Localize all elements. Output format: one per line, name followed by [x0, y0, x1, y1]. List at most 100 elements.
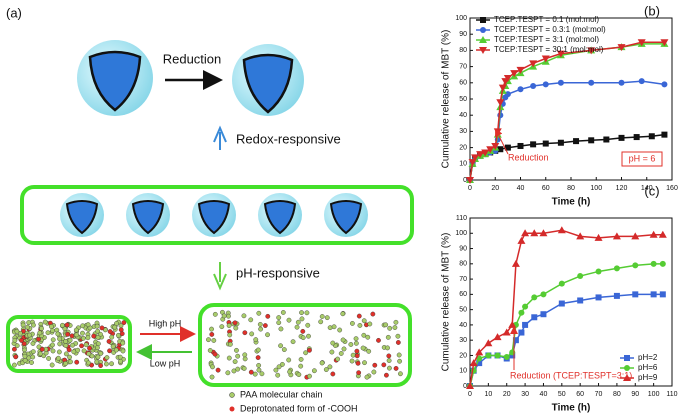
x-axis-label: Time (h) [552, 197, 591, 208]
point [588, 79, 595, 86]
chain-bead [340, 311, 346, 317]
chains [11, 309, 403, 380]
point [573, 138, 580, 145]
point [469, 359, 478, 367]
point [497, 146, 504, 153]
chain-bead [299, 316, 305, 322]
plot-frame [469, 217, 673, 387]
chain-bead [356, 370, 362, 376]
chain-bead [298, 363, 304, 369]
annotation: pH = 6 [629, 153, 656, 163]
chain-bead [303, 350, 309, 356]
point [509, 352, 516, 359]
chain-bead [42, 319, 48, 325]
chain-bead [337, 327, 343, 333]
point [521, 229, 530, 237]
chain-bead [300, 335, 306, 341]
tube [198, 303, 412, 387]
point [486, 146, 495, 154]
chain-bead [231, 368, 237, 374]
chain-bead [350, 352, 356, 358]
point [466, 382, 474, 389]
chain-bead [30, 349, 36, 355]
point [491, 142, 500, 150]
chain-bead [248, 369, 254, 375]
chain-bead [95, 341, 101, 347]
core [263, 200, 297, 235]
chain-bead [357, 323, 363, 328]
y-tick-label: 70 [459, 276, 467, 283]
chain-bead [252, 371, 258, 377]
chain-bead [212, 311, 218, 317]
y-tick-label: 90 [459, 31, 467, 38]
point [517, 236, 526, 244]
chain-bead [299, 310, 304, 316]
x-tick-label: 20 [503, 391, 511, 398]
chain-bead [304, 310, 310, 316]
point [476, 151, 485, 159]
x-tick-label: 110 [666, 391, 677, 398]
chain-bead [331, 324, 337, 330]
chain-bead [364, 374, 370, 380]
point [539, 229, 548, 237]
chain-bead [318, 319, 324, 325]
chain-bead [384, 372, 389, 378]
point [576, 232, 585, 240]
chain-bead [22, 347, 27, 353]
chain-bead [396, 352, 402, 358]
chain-bead [12, 337, 18, 343]
x-tick-label: 90 [631, 391, 639, 398]
point [517, 86, 524, 93]
chain-bead [74, 359, 80, 365]
chain-bead [50, 342, 55, 348]
x-tick-label: 70 [595, 391, 603, 398]
chain-bead [39, 326, 44, 331]
chain-bead [29, 360, 34, 365]
annotation: Reduction (TCEP:TESPT=3:1) [510, 370, 632, 380]
chain-bead [365, 334, 371, 340]
chain-bead [341, 346, 347, 352]
point [530, 83, 537, 90]
core [131, 200, 165, 235]
chain-bead [83, 342, 89, 348]
point [510, 70, 519, 78]
chain-bead [55, 331, 61, 337]
chain-bead [63, 338, 69, 344]
chain-bead [50, 337, 56, 343]
chain-bead [36, 344, 42, 350]
chain-bead [356, 313, 362, 319]
point [658, 230, 667, 238]
chain-bead [335, 356, 341, 362]
chain-bead [85, 322, 91, 328]
chain-bead [265, 313, 271, 319]
chain-bead [226, 323, 232, 328]
point [632, 291, 639, 298]
y-tick-label: 50 [459, 96, 467, 103]
chain-bead [278, 343, 283, 349]
y-axis-label: Cumulative release of MBT (%) [441, 30, 452, 169]
chain-bead [327, 364, 333, 370]
chain-bead [118, 323, 124, 329]
chain-bead [110, 343, 116, 349]
x-tick-label: 50 [558, 391, 566, 398]
x-tick-label: 160 [666, 185, 678, 192]
point [648, 133, 655, 140]
panel-label: (a) [6, 5, 22, 20]
point [498, 84, 507, 92]
chain-bead [362, 360, 367, 366]
chain-bead [395, 333, 401, 339]
chain-bead [113, 347, 119, 353]
chain-bead [209, 374, 215, 380]
chain-bead [68, 359, 73, 365]
point [517, 142, 524, 149]
chain-bead [63, 361, 69, 366]
core [197, 200, 231, 235]
chain-bead [338, 351, 344, 356]
core [329, 200, 363, 235]
x-tick-label: 30 [521, 391, 529, 398]
chain-bead [366, 348, 372, 354]
chain-bead [249, 331, 255, 337]
chain-bead [242, 352, 248, 358]
point [577, 273, 584, 280]
chain-bead [241, 366, 247, 371]
